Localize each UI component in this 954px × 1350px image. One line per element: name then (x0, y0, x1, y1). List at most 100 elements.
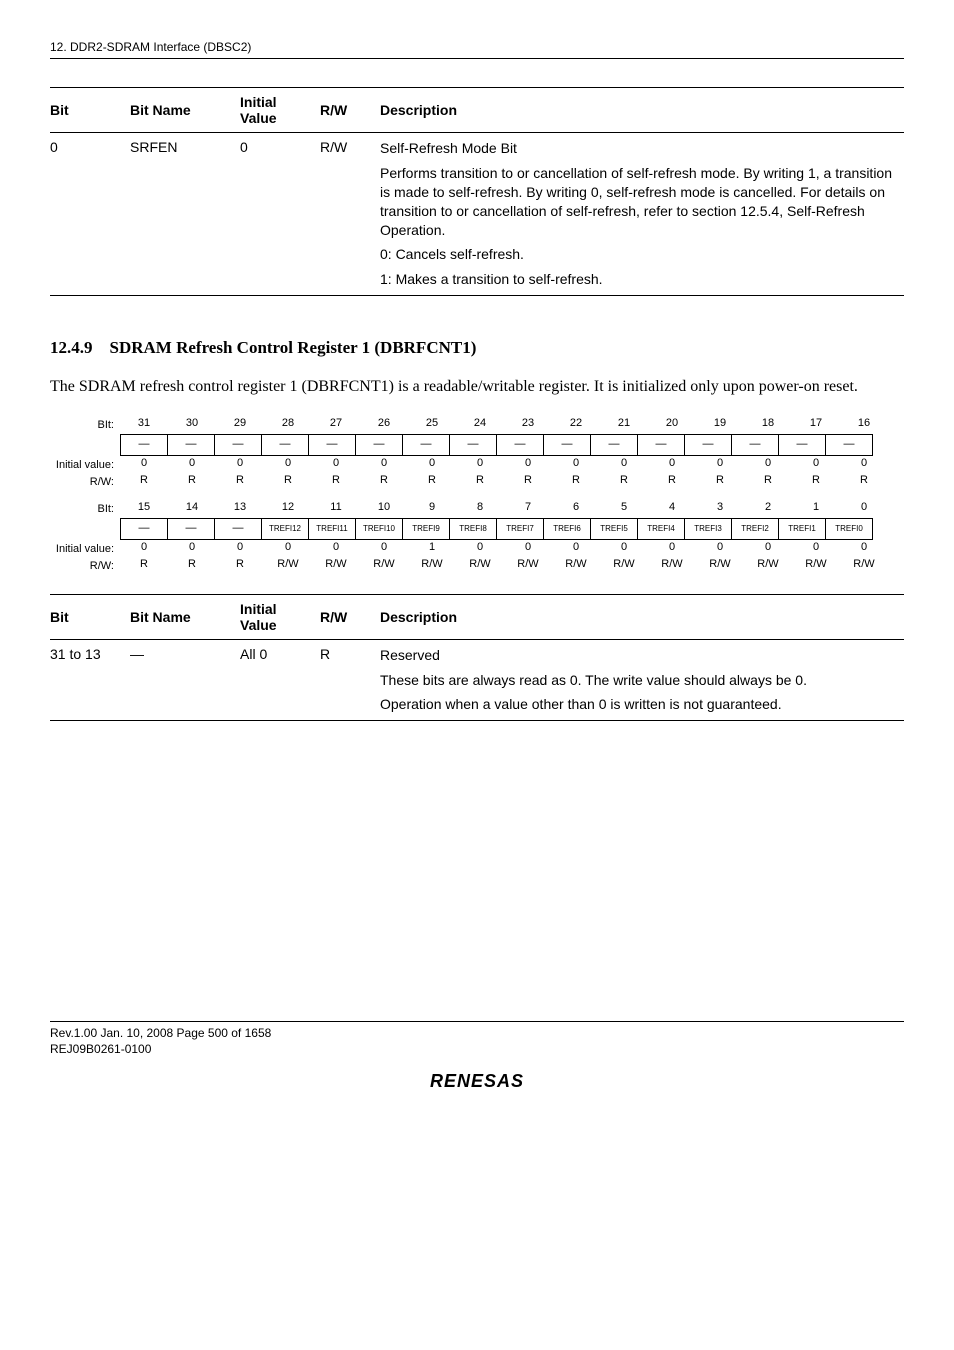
bit-value-cell: R/W (264, 558, 312, 574)
section-title-text: SDRAM Refresh Control Register 1 (DBRFCN… (110, 338, 477, 357)
bit-name-cell: — (731, 434, 779, 456)
bit-value-cell: R (696, 474, 744, 490)
bit-name-cell: — (684, 434, 732, 456)
bit-value-cell: 0 (120, 457, 168, 473)
bit-value-cell: 0 (168, 457, 216, 473)
bit-value-cell: 0 (312, 457, 360, 473)
rw-label: R/W: (50, 560, 120, 572)
bit-value-cell: 0 (648, 457, 696, 473)
bit-value-cell: 13 (216, 501, 264, 517)
bit-value-cell: 31 (120, 417, 168, 433)
bit-value-cell: R/W (840, 558, 888, 574)
bit-value-cell: 0 (120, 541, 168, 557)
rw-label: R/W: (50, 476, 120, 488)
bit-name-cell: TREFI8 (449, 518, 497, 540)
register-table-reserved: Bit Bit Name Initial Value R/W Descripti… (50, 594, 904, 722)
bit-name-cell: — (590, 434, 638, 456)
bit-value-cell: 0 (600, 541, 648, 557)
bit-value-cell: 0 (216, 457, 264, 473)
bit-name-cell: — (214, 434, 262, 456)
bit-value-cell: 0 (456, 457, 504, 473)
cell-desc: Self-Refresh Mode Bit Performs transitio… (380, 133, 904, 296)
bit-label: BIt: (50, 503, 120, 515)
bit-value-cell: R (120, 474, 168, 490)
bit-name-cell: — (308, 434, 356, 456)
bit-value-cell: 0 (360, 541, 408, 557)
bit-value-cell: R (168, 558, 216, 574)
bit-value-cell: R/W (456, 558, 504, 574)
bit-name-cell: — (167, 434, 215, 456)
header-rule (50, 58, 904, 59)
bit-value-cell: R (840, 474, 888, 490)
cell-desc: Reserved These bits are always read as 0… (380, 639, 904, 721)
bit-name-cell: TREFI10 (355, 518, 403, 540)
col-rw: R/W (320, 88, 380, 133)
bit-value-cell: R (552, 474, 600, 490)
bit-value-cell: 0 (168, 541, 216, 557)
bit-value-cell: R (456, 474, 504, 490)
desc-line-2: 1: Makes a transition to self-refresh. (380, 270, 896, 289)
bit-value-cell: 0 (264, 457, 312, 473)
cell-rw: R (320, 639, 380, 721)
bit-value-cell: R (792, 474, 840, 490)
bit-value-cell: R (168, 474, 216, 490)
bit-value-cell: 28 (264, 417, 312, 433)
register-table-srfen: Bit Bit Name Initial Value R/W Descripti… (50, 87, 904, 296)
bit-value-cell: R/W (792, 558, 840, 574)
bit-name-cell: — (261, 434, 309, 456)
cell-name: — (130, 639, 240, 721)
init-label: Initial value: (50, 459, 120, 471)
bit-name-cell: TREFI2 (731, 518, 779, 540)
bit-label: BIt: (50, 419, 120, 431)
bit-name-cell: — (167, 518, 215, 540)
chapter-header: 12. DDR2-SDRAM Interface (DBSC2) (50, 40, 904, 54)
bit-value-cell: 0 (552, 457, 600, 473)
bit-name-cell: TREFI1 (778, 518, 826, 540)
bit-value-cell: 12 (264, 501, 312, 517)
bit-value-cell: 3 (696, 501, 744, 517)
bit-name-cell: — (637, 434, 685, 456)
renesas-logo: RENESAS (50, 1071, 904, 1092)
col-init: Initial Value (240, 88, 320, 133)
bit-value-cell: 29 (216, 417, 264, 433)
bit-value-cell: 0 (744, 541, 792, 557)
bit-value-cell: 10 (360, 501, 408, 517)
bit-value-cell: 6 (552, 501, 600, 517)
bit-value-cell: 2 (744, 501, 792, 517)
cell-rw: R/W (320, 133, 380, 296)
bit-value-cell: 0 (840, 457, 888, 473)
bit-value-cell: 0 (360, 457, 408, 473)
bit-name-cell: TREFI4 (637, 518, 685, 540)
bit-value-cell: 0 (408, 457, 456, 473)
footer-rev: Rev.1.00 Jan. 10, 2008 Page 500 of 1658 (50, 1026, 904, 1042)
desc-p1: These bits are always read as 0. The wri… (380, 671, 896, 690)
bit-diagram: BIt: 31302928272625242322212019181716 ——… (50, 417, 904, 574)
bit-value-cell: R (120, 558, 168, 574)
bit-value-cell: 0 (696, 457, 744, 473)
desc-p2: Operation when a value other than 0 is w… (380, 695, 896, 714)
bit-value-cell: 9 (408, 501, 456, 517)
bit-value-cell: R (216, 558, 264, 574)
init-label: Initial value: (50, 543, 120, 555)
bit-value-cell: 0 (792, 541, 840, 557)
footer-rule (50, 1021, 904, 1022)
section-heading: 12.4.9 SDRAM Refresh Control Register 1 … (50, 338, 904, 358)
bit-value-cell: 14 (168, 501, 216, 517)
bit-value-cell: 25 (408, 417, 456, 433)
bit-name-cell: TREFI6 (543, 518, 591, 540)
bit-value-cell: R (648, 474, 696, 490)
bit-name-cell: — (355, 434, 403, 456)
bit-value-cell: 21 (600, 417, 648, 433)
bit-name-cell: — (120, 518, 168, 540)
bit-value-cell: 8 (456, 501, 504, 517)
desc-title: Self-Refresh Mode Bit (380, 139, 896, 158)
bit-value-cell: 27 (312, 417, 360, 433)
bit-value-cell: 7 (504, 501, 552, 517)
bit-value-cell: R/W (504, 558, 552, 574)
bit-value-cell: R (360, 474, 408, 490)
footer-doc: REJ09B0261-0100 (50, 1042, 904, 1058)
bit-value-cell: R (216, 474, 264, 490)
desc-title: Reserved (380, 646, 896, 665)
bit-name-cell: — (449, 434, 497, 456)
bit-value-cell: 4 (648, 501, 696, 517)
